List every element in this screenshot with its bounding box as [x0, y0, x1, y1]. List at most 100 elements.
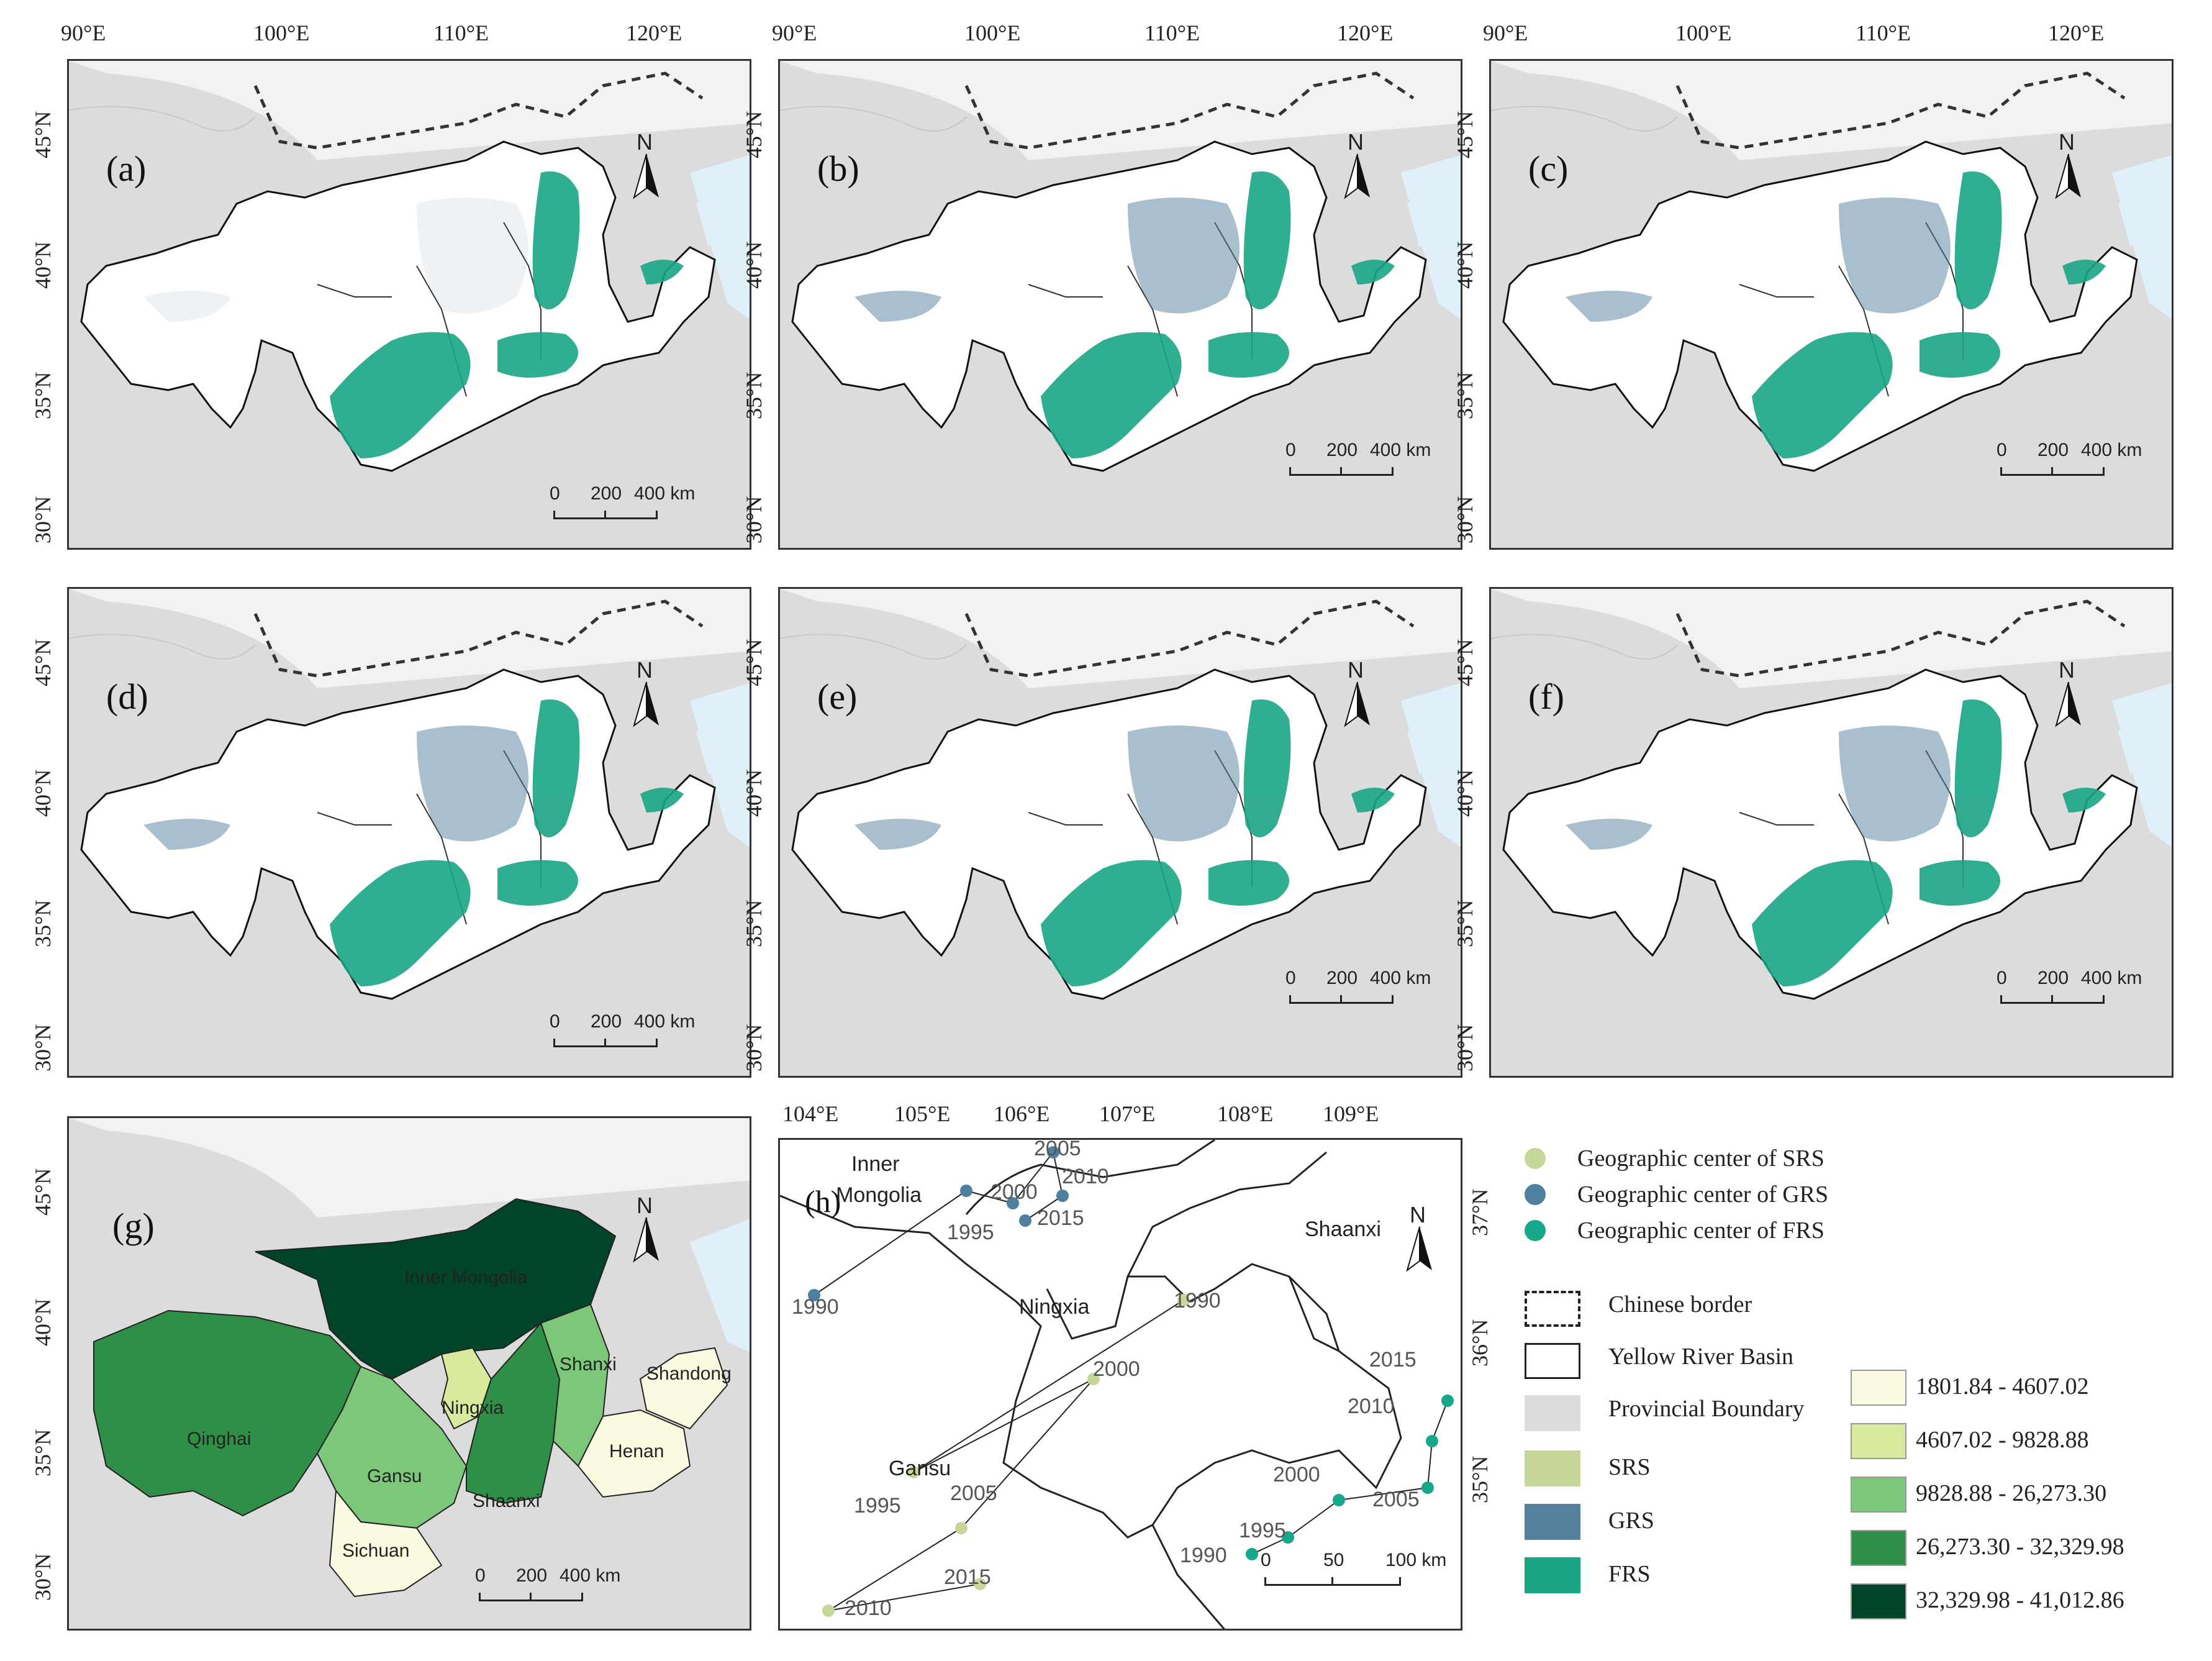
vegetation-frs — [330, 171, 684, 458]
legend-label: SRS — [1608, 1454, 1651, 1480]
province-gansu — [316, 1365, 468, 1529]
lon-tick-label: 100°E — [964, 20, 1021, 45]
year-label: 2015 — [1369, 1348, 1416, 1372]
frs-center-point — [1246, 1548, 1258, 1560]
lat-tick-label: 35°N — [1453, 899, 1477, 947]
srs-trajectory-segment — [828, 1583, 981, 1611]
lat-tick-label: 40°N — [1453, 769, 1477, 817]
vegetation-frs — [1752, 699, 2106, 986]
year-label: 2000 — [1093, 1357, 1140, 1381]
vegetation-grs — [1566, 726, 1951, 850]
frs-trajectory-segment — [1287, 1499, 1339, 1538]
province-ningxia — [440, 1347, 492, 1430]
province-qinghai — [93, 1309, 362, 1517]
north-arrow-icon: N — [2050, 129, 2087, 204]
grs-center-point — [960, 1185, 972, 1197]
north-arrow-icon: N — [628, 1193, 665, 1267]
panel-label: (f) — [1528, 676, 1564, 717]
lon-tick-label: 109°E — [1323, 1101, 1379, 1126]
year-label: 2010 — [1348, 1395, 1395, 1418]
province-label-shanxi: Shanxi — [560, 1354, 617, 1375]
srs-trajectory-segment — [828, 1527, 962, 1611]
region-label-inner: Inner — [851, 1152, 900, 1176]
lat-tick-label: 45°N — [30, 639, 55, 686]
legend-label: Provincial Boundary — [1608, 1396, 1805, 1422]
legend-range-swatch — [1851, 1423, 1906, 1459]
legend-range-swatch — [1851, 1477, 1906, 1513]
lat-tick-label: 35°N — [741, 899, 766, 947]
legend-range-swatch — [1851, 1370, 1906, 1406]
grs-trajectory-segment — [1053, 1152, 1063, 1196]
map-panel-c: (c) N 0 200 400 km — [1489, 59, 2173, 550]
srs-center-point — [974, 1578, 986, 1590]
north-arrow-icon: N — [1339, 129, 1376, 204]
north-arrow-icon: N — [628, 129, 665, 204]
lat-tick-label: 35°N — [1467, 1455, 1492, 1503]
scale-bar: 0 200 400 km — [1997, 968, 2142, 1011]
panel-label: (e) — [817, 676, 858, 717]
region-label-ningxia: Ningxia — [1019, 1295, 1090, 1319]
legend-swatch — [1525, 1291, 1580, 1327]
lon-tick-label: 108°E — [1217, 1101, 1274, 1126]
lat-tick-label: 35°N — [30, 1429, 55, 1477]
year-label: 1995 — [947, 1221, 994, 1244]
map-panel-e: (e) N 0 200 400 km — [778, 587, 1462, 1078]
vegetation-grs — [854, 198, 1240, 322]
legend-range-label: 32,329.98 - 41,012.86 — [1916, 1587, 2124, 1613]
center-marker-swatch — [1525, 1220, 1546, 1241]
vegetation-frs — [330, 699, 684, 986]
province-label-shandong: Shandong — [646, 1363, 732, 1384]
lat-tick-label: 40°N — [30, 241, 55, 289]
scale-bar: 0 200 400 km — [550, 1011, 695, 1055]
vegetation-grs — [143, 198, 528, 322]
frs-center-point — [1333, 1494, 1345, 1506]
vegetation-frs — [1752, 171, 2106, 458]
center-marker-swatch — [1525, 1148, 1546, 1169]
lat-tick-label: 45°N — [30, 1168, 55, 1216]
srs-trajectory-segment — [961, 1378, 1094, 1529]
year-label: 2005 — [1034, 1137, 1081, 1160]
province-shandong — [639, 1347, 728, 1430]
vegetation-grs — [1566, 198, 1951, 322]
lat-tick-label: 40°N — [741, 769, 766, 817]
province-label-henan: Henan — [609, 1441, 664, 1462]
legend-label: Geographic center of SRS — [1577, 1145, 1824, 1172]
map-panel-a: (a) N 0 200 400 km — [67, 59, 751, 550]
lon-tick-label: 106°E — [994, 1101, 1050, 1126]
basin-map — [69, 589, 750, 1000]
year-label: 2010 — [845, 1596, 892, 1620]
legend-label: Chinese border — [1608, 1291, 1752, 1317]
lat-tick-label: 40°N — [30, 1298, 55, 1346]
province-label-gansu: Gansu — [367, 1466, 422, 1486]
region-label-gansu: Gansu — [889, 1457, 951, 1480]
lat-tick-label: 35°N — [30, 371, 55, 419]
grs-center-point — [1047, 1146, 1059, 1158]
year-label: 2005 — [1372, 1488, 1420, 1511]
grs-trajectory-segment — [966, 1190, 1013, 1204]
scale-bar: 0 50 100 km — [1261, 1550, 1446, 1593]
legend-swatch — [1525, 1395, 1580, 1431]
vegetation-frs — [1041, 699, 1395, 986]
grs-center-point — [808, 1289, 820, 1301]
lon-tick-label: 120°E — [626, 20, 682, 45]
frs-center-point — [1426, 1435, 1438, 1447]
center-trajectory-map — [780, 1140, 1402, 1629]
year-label: 1995 — [1239, 1519, 1286, 1542]
province-henan — [577, 1409, 691, 1498]
year-label: 2005 — [950, 1481, 997, 1505]
grs-trajectory-segment — [814, 1190, 967, 1296]
lon-tick-label: 100°E — [253, 20, 310, 45]
year-label: 2000 — [1273, 1463, 1320, 1486]
legend-range-label: 1801.84 - 4607.02 — [1916, 1373, 2089, 1399]
grs-center-point — [1007, 1197, 1019, 1209]
lat-tick-label: 35°N — [1453, 371, 1477, 419]
map-panel-h: (h) Inner Mongolia Ningxia Shaanxi Gansu… — [778, 1138, 1462, 1631]
lat-tick-label: 30°N — [30, 1024, 55, 1072]
panel-label: (c) — [1528, 148, 1569, 189]
srs-center-point — [822, 1604, 835, 1617]
year-label: 1990 — [1180, 1544, 1227, 1567]
lon-tick-label: 90°E — [772, 20, 817, 45]
srs-trajectory-segment — [913, 1378, 1094, 1473]
provinces-choropleth — [69, 1118, 750, 1598]
north-arrow-icon: N — [2050, 657, 2087, 732]
